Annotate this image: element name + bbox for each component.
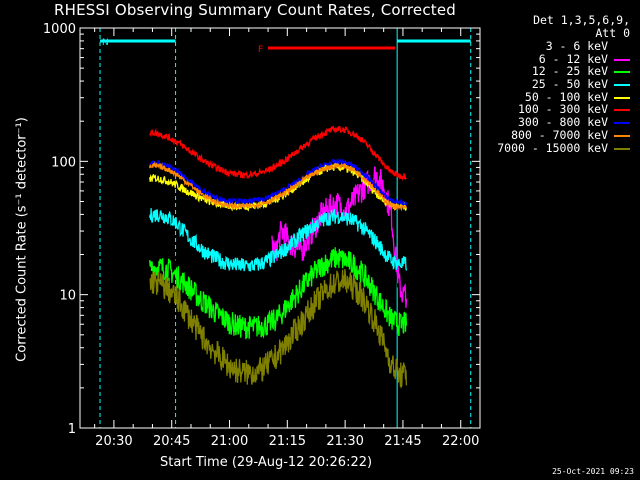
legend-swatch bbox=[614, 122, 630, 125]
legend-swatch bbox=[614, 134, 630, 137]
timestamp: 25-Oct-2021 09:23 bbox=[552, 467, 634, 476]
y-tick-label: 1000 bbox=[43, 22, 76, 37]
legend-swatch bbox=[613, 45, 631, 49]
legend-entry: 3 - 6 keV bbox=[484, 40, 636, 53]
x-tick-label: 21:00 bbox=[211, 434, 248, 449]
legend-label: 300 - 800 keV bbox=[517, 115, 608, 130]
flare-marker-label: F bbox=[258, 45, 263, 55]
y-tick-label: 1 bbox=[68, 422, 76, 437]
legend-entry: 100 - 300 keV bbox=[484, 103, 636, 116]
legend-entry: 6 - 12 keV bbox=[484, 51, 636, 66]
legend-swatch bbox=[614, 71, 630, 74]
y-tick-label: 100 bbox=[51, 155, 76, 170]
legend-entry: 7000 - 15000 keV bbox=[484, 140, 636, 155]
legend-label: 7000 - 15000 keV bbox=[497, 140, 608, 155]
night-marker-label: N bbox=[102, 38, 109, 48]
legend-entry: 25 - 50 keV bbox=[484, 78, 636, 91]
x-tick-label: 21:15 bbox=[269, 434, 306, 449]
series-line bbox=[271, 166, 408, 308]
legend-label: 100 - 300 keV bbox=[517, 102, 608, 117]
legend-swatch bbox=[614, 96, 630, 99]
legend-header-line-2: Att 0 bbox=[595, 26, 630, 40]
series-layer bbox=[149, 125, 408, 409]
legend-entry: 50 - 100 keV bbox=[484, 91, 636, 104]
chart-title: RHESSI Observing Summary Count Rates, Co… bbox=[54, 1, 457, 19]
x-axis-label: Start Time (29-Aug-12 20:26:22) bbox=[160, 455, 373, 470]
legend-label: 800 - 7000 keV bbox=[511, 127, 608, 142]
x-tick-label: 21:45 bbox=[384, 434, 421, 449]
legend-label: 3 - 6 keV bbox=[545, 39, 608, 53]
legend-label: 12 - 25 keV bbox=[531, 64, 608, 79]
legend-swatch bbox=[614, 147, 630, 150]
series-line bbox=[149, 208, 408, 272]
series-line bbox=[149, 247, 408, 340]
y-tick-label: 10 bbox=[59, 289, 76, 304]
x-tick-label: 21:30 bbox=[326, 434, 363, 449]
y-axis-label: Corrected Count Rate (s⁻¹ detector⁻¹) bbox=[14, 117, 30, 362]
series-line bbox=[149, 125, 407, 182]
legend-label: 25 - 50 keV bbox=[531, 77, 608, 92]
axes-layer: 20:30 20:45 21:00 21:15 21:30 21:45 22:00 1 10 10… bbox=[43, 22, 481, 449]
legend-entry: 800 - 7000 keV bbox=[484, 129, 636, 142]
x-tick-label: 20:30 bbox=[95, 434, 132, 449]
legend-entry: 12 - 25 keV bbox=[484, 65, 636, 78]
legend-entries: 3 - 6 keV 6 - 12 keV 12 - 25 keV 25 - 50 ke… bbox=[484, 40, 636, 154]
legend-entry: 300 - 800 keV bbox=[484, 116, 636, 129]
legend-swatch bbox=[614, 84, 630, 87]
series-line bbox=[149, 161, 408, 212]
legend-header-line-1: Det 1,3,5,6,9, bbox=[533, 13, 630, 27]
series-line bbox=[149, 161, 408, 212]
series-line bbox=[149, 269, 408, 390]
x-tick-label: 20:45 bbox=[153, 434, 190, 449]
legend-label: 6 - 12 keV bbox=[538, 51, 608, 66]
legend-swatch bbox=[614, 58, 630, 61]
plot-frame bbox=[79, 27, 481, 429]
legend: Det 1,3,5,6,9, Att 0 3 - 6 keV 6 - 12 keV… bbox=[484, 14, 636, 154]
series-line bbox=[149, 157, 406, 409]
legend-swatch bbox=[614, 109, 630, 112]
legend-label: 50 - 100 keV bbox=[524, 89, 608, 104]
x-tick-label: 22:00 bbox=[442, 434, 479, 449]
